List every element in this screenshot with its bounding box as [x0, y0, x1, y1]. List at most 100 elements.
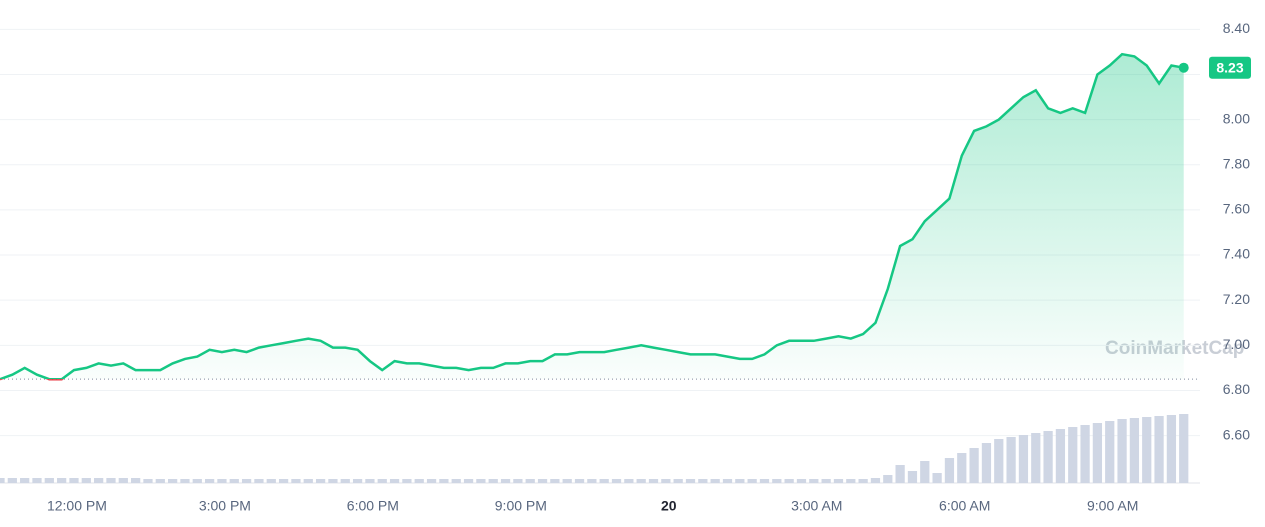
volume-bar [969, 448, 979, 483]
volume-bar [426, 479, 437, 483]
volume-bar [870, 478, 881, 483]
volume-bar [587, 479, 597, 483]
volume-bar [907, 471, 918, 483]
volume-bar [488, 479, 498, 483]
y-tick-label: 6.80 [1223, 381, 1250, 397]
volume-bar [883, 475, 893, 483]
x-tick-label: 12:00 PM [47, 498, 107, 514]
volume-bar [833, 479, 844, 483]
volume-bar [685, 479, 696, 483]
volume-bar [229, 479, 239, 483]
volume-bar [920, 461, 930, 483]
volume-bar [291, 479, 301, 483]
volume-bar [118, 478, 128, 483]
volume-bar [352, 479, 363, 483]
volume-bar [315, 479, 326, 483]
volume-bar [698, 479, 708, 483]
volume-bar [192, 479, 202, 483]
volume-bar [439, 479, 449, 483]
volume-bar [735, 479, 745, 483]
volume-bar [328, 479, 338, 483]
volume-bar [513, 479, 523, 483]
volume-bar [809, 479, 819, 483]
volume-bar [747, 479, 757, 483]
volume-bar [710, 479, 720, 483]
volume-bar [796, 479, 807, 483]
volume-bar [168, 479, 178, 483]
volume-bar [1154, 416, 1164, 483]
volume-bar [303, 479, 313, 483]
volume-bar [389, 479, 400, 483]
volume-bar [241, 479, 252, 483]
y-tick-label: 8.40 [1223, 20, 1250, 36]
y-tick-label: 7.60 [1223, 201, 1250, 217]
y-tick-label: 7.40 [1223, 246, 1250, 262]
volume-bar [217, 479, 227, 483]
volume-bar [278, 479, 289, 483]
volume-bar [340, 479, 350, 483]
volume-bar [143, 479, 153, 483]
x-tick-label: 3:00 AM [791, 498, 842, 514]
last-point [1178, 62, 1189, 73]
volume-bar [525, 479, 535, 483]
volume-bar [537, 479, 548, 483]
volume-bar [957, 453, 967, 483]
volume-bar [414, 479, 424, 483]
volume-bar [772, 479, 782, 483]
x-tick-label: 20 [661, 498, 677, 514]
volume-bar [648, 479, 659, 483]
volume-bar [1129, 418, 1140, 483]
price-badge [1209, 56, 1251, 79]
volume-bar [0, 478, 5, 483]
volume-bar [1043, 431, 1053, 483]
volume-bar [846, 479, 856, 483]
x-tick-label: 6:00 PM [347, 498, 399, 514]
volume-bar [94, 478, 104, 483]
volume-bar [44, 478, 54, 483]
volume-bar [1018, 435, 1029, 483]
volume-bar [858, 479, 868, 483]
volume-bar [1105, 421, 1115, 483]
volume-bar [550, 479, 560, 483]
volume-bar [1006, 437, 1016, 483]
volume-bar [476, 479, 486, 483]
volume-bar [131, 478, 141, 483]
volume-bar [32, 478, 42, 483]
volume-bar [1080, 425, 1090, 483]
volume-bar [365, 479, 375, 483]
x-tick-label: 3:00 PM [199, 498, 251, 514]
volume-bar [981, 443, 992, 483]
volume-bar [932, 473, 942, 483]
volume-bar [1142, 417, 1152, 483]
y-tick-label: 8.00 [1223, 110, 1250, 126]
volume-bar [377, 479, 387, 483]
price-area [0, 54, 1184, 380]
volume-bar [1117, 419, 1127, 483]
price-badge-label: 8.23 [1216, 59, 1243, 75]
volume-bar [661, 479, 671, 483]
volume-bar [895, 465, 905, 483]
volume-bar [1031, 433, 1041, 483]
volume-bar [673, 479, 683, 483]
volume-bar [451, 479, 461, 483]
volume-bar [636, 479, 646, 483]
volume-bar [722, 479, 733, 483]
volume-bar [574, 479, 585, 483]
volume-bar [994, 439, 1004, 483]
volume-bar [1179, 414, 1189, 483]
volume-bar [180, 479, 190, 483]
volume-bar [266, 479, 276, 483]
volume-bar [57, 478, 67, 483]
y-tick-label: 7.00 [1223, 336, 1250, 352]
volume-bar [20, 478, 30, 483]
volume-bar [562, 479, 572, 483]
volume-bar [1068, 427, 1078, 483]
volume-bar [500, 479, 511, 483]
volume-bar [7, 478, 17, 483]
volume-bar [155, 479, 165, 483]
x-tick-label: 9:00 AM [1087, 498, 1138, 514]
volume-bar [599, 479, 609, 483]
volume-bar [611, 479, 622, 483]
volume-bar [944, 458, 955, 483]
